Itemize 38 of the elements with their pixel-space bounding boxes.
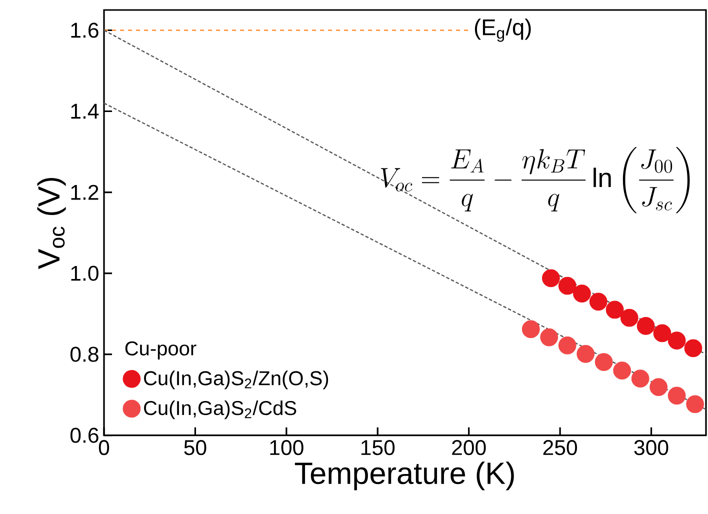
point <box>613 362 632 380</box>
point <box>668 332 686 350</box>
legend-label: Cu(In,Ga)S$_{2}$/Zn(O,S) <box>144 370 328 390</box>
point <box>576 344 595 363</box>
point <box>594 353 613 371</box>
point <box>653 324 672 342</box>
point <box>522 320 540 338</box>
point <box>606 300 624 319</box>
x-tick-label: 250 <box>543 440 577 456</box>
point <box>573 284 591 302</box>
x-tick-label: 200 <box>452 440 486 456</box>
point <box>589 292 608 311</box>
point <box>650 378 668 396</box>
point <box>558 276 576 295</box>
y-tick-label: 1.4 <box>71 104 99 119</box>
x-tick-label: 150 <box>361 440 395 456</box>
point <box>668 386 686 405</box>
point <box>558 336 576 354</box>
y-tick-label: 1.0 <box>71 266 98 281</box>
x-tick-label: 50 <box>184 440 206 456</box>
point <box>620 308 638 327</box>
y-tick-label: 0.6 <box>70 428 98 443</box>
y-axis-title: V$_{oc}$ (V) <box>37 178 66 270</box>
legend-label: Cu(In,Ga)S$_{2}$/CdS <box>144 400 296 420</box>
point <box>636 317 655 335</box>
series-label: (E$_{g}$/q) <box>474 18 531 42</box>
y-tick-label: 1.2 <box>71 184 98 200</box>
point <box>631 370 650 388</box>
y-tick-label: 0.8 <box>70 346 98 362</box>
x-axis-title: Temperature (K) <box>294 462 514 490</box>
point <box>540 328 558 346</box>
x-tick-label: 100 <box>270 440 304 456</box>
y-tick-label: 1.6 <box>71 22 98 38</box>
legend-title: Cu-poor <box>125 341 196 360</box>
x-tick-label: 0 <box>98 440 110 456</box>
x-tick-label: 300 <box>634 440 668 456</box>
point <box>542 269 560 288</box>
annotation: $V_{oc}=\frac{E_A}{q}-\frac{\eta k_B T}{q}\ln\left(\frac{J_{00}}{J_{sc}}\right)$ <box>380 146 690 214</box>
